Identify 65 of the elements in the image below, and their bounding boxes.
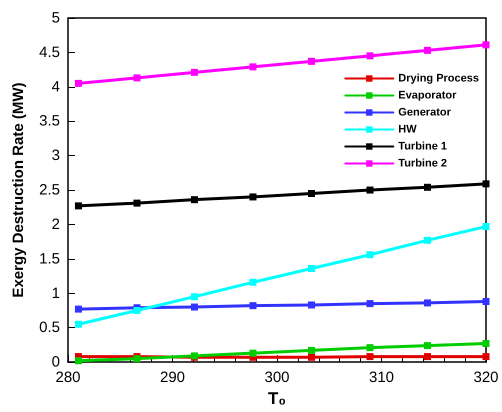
point [482, 298, 490, 306]
point [74, 80, 82, 87]
point [424, 299, 431, 306]
x-tick-label: 290 [160, 369, 186, 386]
point [249, 193, 256, 200]
y-tick-label: 3.5 [39, 112, 60, 130]
legend-label: Drying Process [398, 72, 479, 84]
point [482, 41, 490, 48]
y-tick-label: 2 [52, 216, 60, 233]
point [74, 202, 82, 210]
point [424, 342, 431, 350]
point [308, 346, 315, 354]
legend-label: Turbine 2 [398, 158, 447, 170]
point [190, 304, 198, 311]
point [424, 184, 431, 191]
point [424, 353, 431, 360]
point [482, 353, 490, 360]
point [190, 293, 198, 300]
point [366, 353, 374, 360]
x-tick-label: 310 [368, 369, 394, 386]
y-tick-label: 3 [52, 147, 60, 164]
point [308, 58, 315, 65]
y-tick-label: 0.5 [39, 319, 60, 336]
point [249, 302, 256, 310]
point [190, 196, 198, 204]
y-tick-label: 1 [52, 284, 60, 302]
y-axis-title: Exergy Destruction Rate (MW) [10, 82, 27, 298]
point [249, 350, 256, 357]
point [366, 186, 374, 194]
y-tick-label: 2.5 [39, 182, 60, 199]
point [74, 357, 82, 364]
point [482, 180, 490, 188]
point [366, 300, 374, 308]
point [482, 340, 490, 348]
point [366, 52, 374, 60]
legend-label: Generator [398, 106, 452, 118]
point [190, 68, 198, 76]
point [133, 74, 140, 82]
point [482, 223, 490, 230]
point [308, 265, 315, 272]
point [133, 306, 140, 314]
point [366, 344, 374, 352]
y-tick-label: 5 [52, 10, 60, 26]
point [424, 46, 431, 54]
point [366, 251, 374, 258]
point [249, 63, 256, 70]
point [424, 236, 431, 244]
legend-label: Evaporator [398, 90, 458, 102]
legend-label: HW [398, 124, 418, 136]
legend-label: Turbine 1 [398, 140, 447, 152]
x-axis-title: T₀ [268, 389, 286, 408]
point [74, 320, 82, 328]
x-tick-label: 300 [264, 369, 290, 386]
y-tick-label: 4 [52, 78, 60, 96]
y-tick-label: 1.5 [39, 250, 60, 268]
point [308, 301, 315, 308]
x-tick-label: 280 [55, 369, 81, 386]
x-tick-label: 320 [473, 369, 499, 386]
point [308, 354, 315, 361]
y-tick-label: 4.5 [39, 44, 60, 61]
point [249, 278, 256, 286]
point [133, 200, 140, 207]
point [308, 190, 315, 197]
point [74, 306, 82, 313]
y-tick-label: 0 [52, 354, 60, 371]
